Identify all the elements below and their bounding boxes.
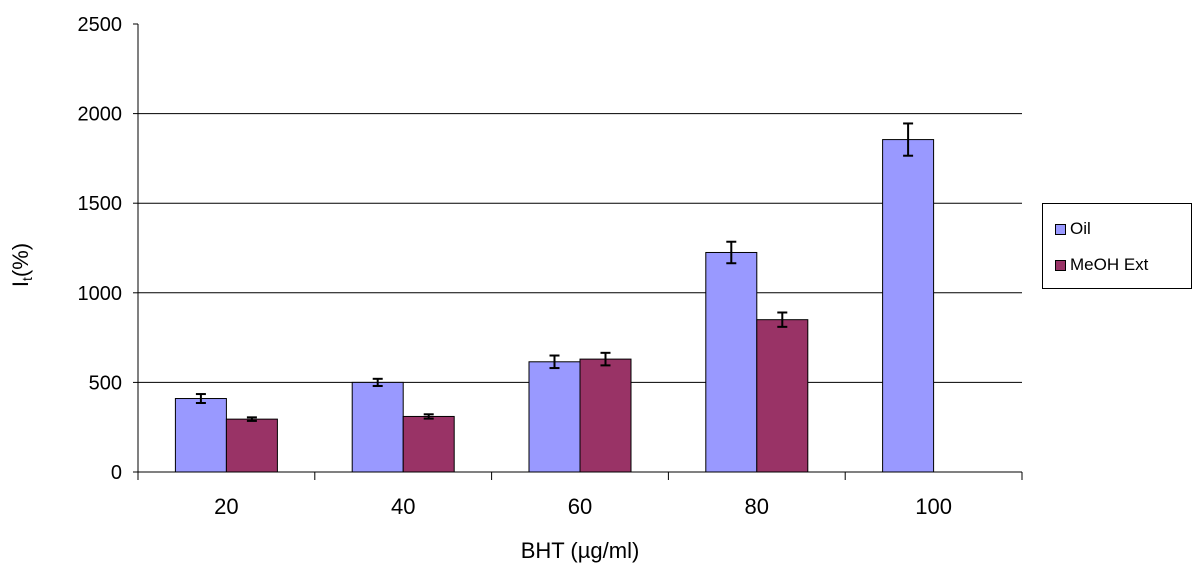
y-tick-label: 2500 [78,14,123,36]
y-tick-label: 0 [111,462,122,484]
x-tick-label: 60 [568,494,592,519]
y-tick-label: 1000 [78,283,123,305]
bar-oil [528,361,581,473]
x-axis-label: BHT (µg/ml) [521,538,640,563]
x-tick-label: 20 [214,494,238,519]
legend-swatch-meoh-ext [1055,259,1066,271]
bar-oil [705,251,758,473]
error-bars [195,122,914,422]
legend-swatch-oil [1055,223,1066,235]
y-axis-label-suffix: (%) [8,243,33,277]
bar-meoh-ext [756,319,809,473]
legend-label-meoh-ext: MeOH Ext [1070,255,1149,274]
y-axis-label: It(%) [8,243,35,287]
bar-oil [174,398,227,473]
legend-item-meoh-ext: MeOH Ext [1055,254,1148,276]
y-axis-label-subscript: t [19,277,35,281]
bar-meoh-ext [579,358,632,473]
x-tick-label: 40 [391,494,415,519]
bar-meoh-ext [402,415,455,473]
y-tick-label: 1500 [78,193,123,215]
y-tick-label: 500 [89,372,122,394]
bar-oil [882,139,935,473]
y-tick-labels: 0 500 1000 1500 2000 2500 [78,14,123,484]
legend-label-oil: Oil [1070,219,1091,238]
y-tick-label: 2000 [78,104,123,126]
legend: Oil MeOH Ext [1042,203,1192,289]
bar-meoh-ext [225,418,278,473]
legend-item-oil: Oil [1055,218,1091,240]
x-tick-labels: 20 40 60 80 100 [214,494,952,519]
bar-oil [351,381,404,473]
bars [174,139,935,473]
x-tick-label: 80 [745,494,769,519]
y-axis-label-main: I [8,281,33,287]
x-tick-label: 100 [915,494,952,519]
axes [133,23,1023,480]
